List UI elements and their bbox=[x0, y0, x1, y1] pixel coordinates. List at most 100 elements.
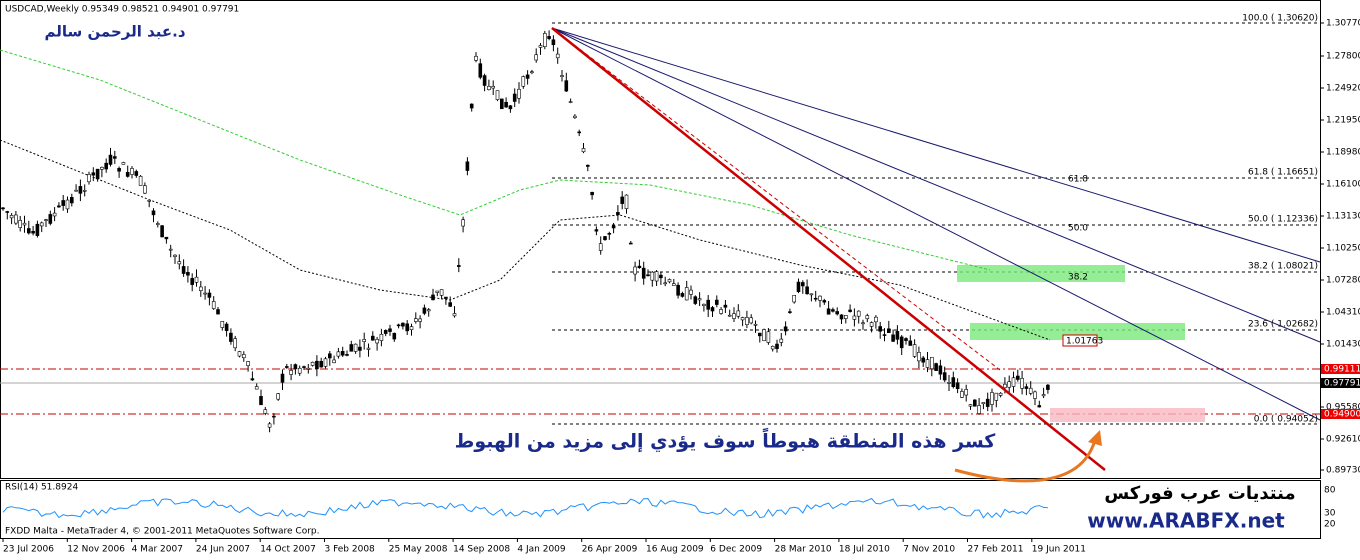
candle-body bbox=[323, 358, 328, 367]
marker-bg bbox=[1321, 378, 1360, 388]
candle-body bbox=[990, 392, 994, 405]
zone bbox=[1050, 408, 1205, 422]
candle-body bbox=[448, 302, 453, 307]
candle-body bbox=[280, 373, 285, 383]
candle-body bbox=[908, 340, 913, 346]
candle-body bbox=[706, 299, 711, 310]
candle-body bbox=[650, 271, 655, 281]
marker: 0.99111 bbox=[1324, 365, 1360, 375]
candle-body bbox=[573, 115, 577, 118]
candle-body bbox=[594, 229, 599, 232]
candle-body bbox=[168, 248, 173, 251]
candle-body bbox=[689, 289, 693, 295]
rsi-tick: 20 bbox=[1324, 520, 1336, 530]
candle-body bbox=[912, 344, 917, 357]
candle-body bbox=[934, 363, 938, 371]
zone bbox=[970, 323, 1185, 340]
candle-body bbox=[1003, 383, 1007, 389]
candle-body bbox=[186, 272, 190, 276]
date-label: 27 Feb 2011 bbox=[968, 545, 1024, 555]
candle-body bbox=[796, 281, 801, 292]
fib-lines bbox=[552, 22, 1320, 425]
candle-body bbox=[70, 197, 74, 204]
candle-body bbox=[680, 293, 685, 297]
candle-body bbox=[173, 254, 177, 257]
axis-label: 1.21950 bbox=[1326, 116, 1360, 126]
candle-body bbox=[499, 98, 504, 110]
candle-body bbox=[641, 267, 646, 279]
candle-body bbox=[521, 76, 526, 87]
candle-body bbox=[955, 382, 960, 390]
candle-body bbox=[14, 214, 18, 224]
candle-body bbox=[886, 328, 891, 333]
date-label: 25 May 2008 bbox=[389, 545, 448, 555]
candle-body bbox=[216, 309, 220, 315]
candle-body bbox=[113, 156, 117, 159]
candle-body bbox=[203, 292, 207, 295]
candle-body bbox=[891, 334, 895, 342]
candle-body bbox=[568, 101, 573, 103]
candle-body bbox=[542, 33, 547, 47]
candle-body bbox=[684, 287, 689, 301]
candle-body bbox=[947, 382, 951, 384]
candle-body bbox=[624, 194, 629, 210]
date-label: 4 Mar 2007 bbox=[132, 545, 183, 555]
candle-body bbox=[39, 222, 44, 227]
candle-body bbox=[61, 200, 66, 206]
candle-body bbox=[1037, 405, 1042, 408]
date-label: 3 Feb 2008 bbox=[325, 545, 376, 555]
candle-body bbox=[310, 361, 315, 366]
candle-body bbox=[426, 309, 431, 312]
candle-body bbox=[409, 326, 414, 331]
fib-level: 38.2 ( 1.08021) bbox=[1248, 262, 1318, 272]
candle-body bbox=[985, 398, 990, 407]
candle-body bbox=[732, 313, 736, 319]
axis-label: 1.16100 bbox=[1326, 180, 1360, 190]
candle-body bbox=[18, 220, 23, 228]
candle-body bbox=[82, 190, 87, 192]
candle-body bbox=[26, 228, 31, 234]
fan-line bbox=[551, 27, 1321, 263]
axis-label: 1.30770 bbox=[1326, 19, 1360, 29]
candle-body bbox=[809, 293, 814, 296]
main-frame bbox=[0, 0, 1321, 479]
date-label: 12 Nov 2006 bbox=[67, 545, 125, 555]
candle-body bbox=[564, 80, 569, 92]
date-label: 4 Jan 2009 bbox=[517, 545, 565, 555]
candle-body bbox=[156, 223, 160, 225]
candle-body bbox=[456, 265, 461, 267]
date-axis: 23 Jul 2006 12 Nov 2006 4 Mar 2007 24 Jun 2… bbox=[2, 538, 1086, 555]
candle-body bbox=[104, 162, 108, 170]
candle-body bbox=[512, 93, 517, 102]
candle-body bbox=[100, 166, 104, 170]
candle-body bbox=[224, 323, 229, 331]
candle-body bbox=[160, 225, 164, 238]
candle-body bbox=[835, 311, 840, 315]
candle-body bbox=[792, 294, 797, 303]
candle-body bbox=[813, 297, 818, 300]
candle-body bbox=[340, 351, 345, 356]
candle-body bbox=[207, 292, 212, 298]
candle-body bbox=[336, 351, 341, 357]
candle-body bbox=[585, 164, 590, 167]
date-label: 19 Jun 2011 bbox=[1032, 545, 1086, 555]
candle-body bbox=[1041, 394, 1046, 397]
candle-body bbox=[762, 329, 766, 342]
trend-line bbox=[551, 27, 1106, 471]
candle-body bbox=[452, 313, 457, 317]
candle-body bbox=[1020, 378, 1024, 389]
fan-line bbox=[551, 27, 1321, 343]
candle-body bbox=[87, 174, 91, 183]
candle-body bbox=[633, 266, 637, 275]
symbol-info: USDCAD,Weekly 0.95349 0.98521 0.94901 0.… bbox=[5, 5, 239, 15]
candle-body bbox=[800, 282, 805, 287]
candle-body bbox=[9, 215, 14, 219]
candle-body bbox=[551, 39, 556, 46]
candle-body bbox=[164, 236, 169, 240]
candle-body bbox=[349, 344, 354, 352]
fib-labels: 100.0 ( 1.30620) 61.8 ( 1.16651) 50.0 ( 1.… bbox=[1068, 14, 1318, 425]
candle-body bbox=[788, 311, 792, 313]
candle-body bbox=[899, 336, 904, 349]
candle-body bbox=[590, 191, 594, 196]
